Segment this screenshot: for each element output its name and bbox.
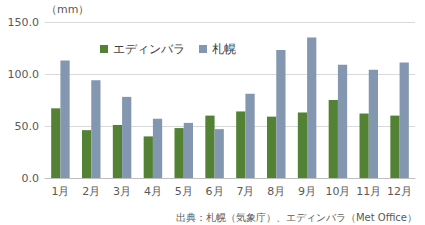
svg-text:0.0: 0.0 — [22, 172, 40, 185]
svg-text:6月: 6月 — [206, 185, 224, 198]
svg-text:3月: 3月 — [113, 185, 131, 198]
svg-text:7月: 7月 — [236, 185, 254, 198]
svg-text:出典：札幌（気象庁）、エディンバラ（Met Office）: 出典：札幌（気象庁）、エディンバラ（Met Office） — [176, 212, 417, 223]
svg-text:エディンバラ: エディンバラ — [113, 42, 185, 56]
svg-text:11月: 11月 — [356, 185, 381, 198]
svg-text:100.0: 100.0 — [8, 68, 40, 81]
svg-text:9月: 9月 — [298, 185, 316, 198]
svg-text:12月: 12月 — [387, 185, 412, 198]
svg-text:5月: 5月 — [175, 185, 193, 198]
svg-text:150.0: 150.0 — [8, 16, 40, 29]
svg-text:（mm）: （mm） — [46, 3, 89, 16]
svg-text:1月: 1月 — [51, 185, 69, 198]
svg-text:4月: 4月 — [144, 185, 162, 198]
svg-text:10月: 10月 — [325, 185, 350, 198]
svg-text:札幌: 札幌 — [212, 42, 236, 56]
svg-text:8月: 8月 — [267, 185, 285, 198]
svg-text:2月: 2月 — [82, 185, 100, 198]
svg-text:50.0: 50.0 — [15, 120, 40, 133]
